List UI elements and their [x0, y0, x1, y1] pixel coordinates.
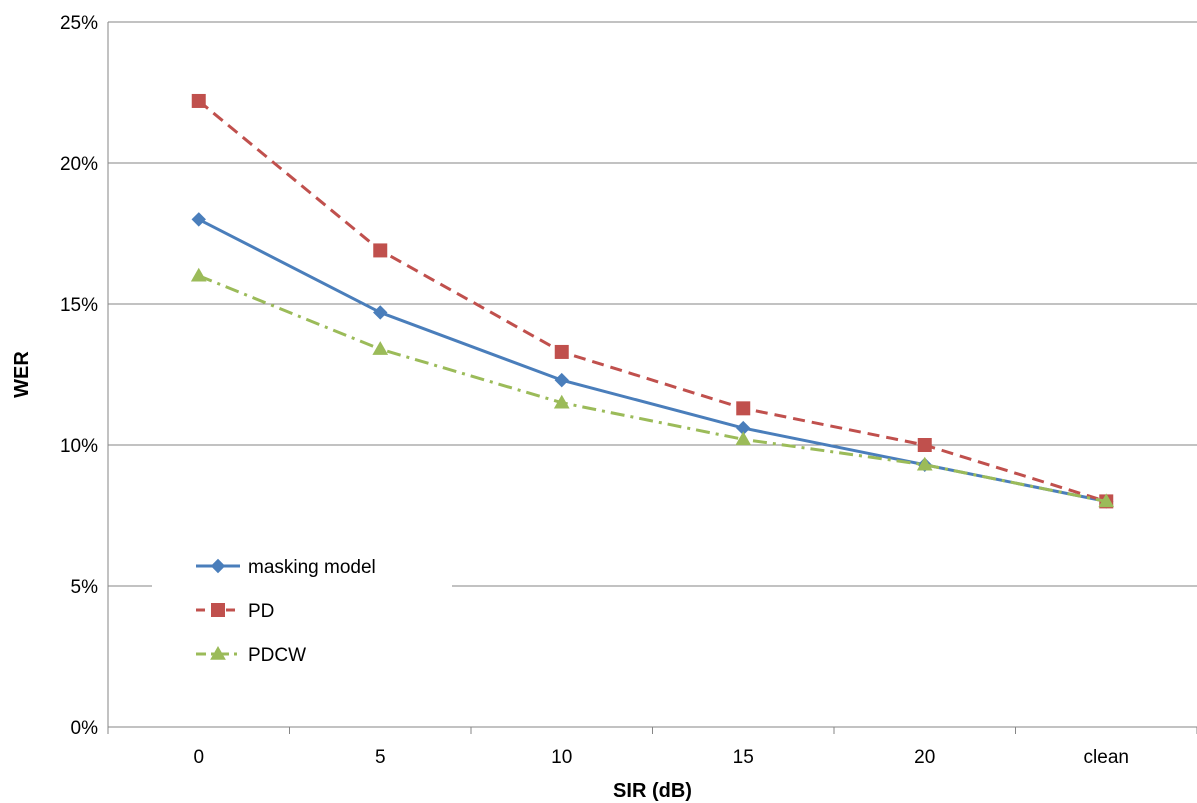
legend-label-pdcw: PDCW — [248, 645, 306, 666]
series-group — [190, 93, 1115, 509]
y-tick-label: 5% — [71, 577, 99, 598]
data-point-pdcw — [190, 267, 207, 282]
data-point-pdcw — [735, 431, 752, 446]
legend: masking model PD PDCW — [152, 540, 452, 676]
series-line-pd — [197, 99, 1107, 503]
data-point-pd — [554, 344, 569, 359]
data-point-masking-model — [373, 305, 388, 320]
data-point-masking-model — [554, 372, 569, 388]
data-point-pdcw — [553, 394, 570, 409]
legend-label-masking-model: masking model — [248, 557, 376, 578]
grid — [108, 21, 1197, 587]
data-point-masking-model — [191, 212, 206, 227]
legend-marker-masking-model — [210, 558, 226, 574]
legend-label-pd: PD — [248, 601, 274, 622]
data-point-pdcw — [916, 456, 933, 471]
x-tick-label: 20 — [914, 747, 935, 768]
y-tick-label: 15% — [60, 295, 98, 316]
x-tick-label: 10 — [551, 747, 572, 768]
x-tick-label: clean — [1084, 747, 1129, 768]
data-point-pdcw — [1098, 493, 1115, 508]
data-point-pdcw — [372, 341, 389, 355]
y-axis-title: WER — [11, 351, 33, 398]
x-tick-label: 0 — [193, 747, 204, 768]
legend-marker-pd — [211, 603, 225, 617]
series-pd — [191, 93, 1114, 509]
data-point-pd — [917, 438, 932, 452]
y-tick-label: 20% — [60, 154, 98, 175]
x-tick-label: 15 — [733, 747, 754, 768]
series-line-pdcw — [198, 274, 1107, 503]
x-tick-label: 5 — [375, 747, 386, 768]
data-point-pd — [373, 243, 388, 258]
legend-marker-pdcw — [210, 645, 226, 660]
y-tick-label: 25% — [60, 13, 98, 34]
series-masking-model — [191, 212, 1114, 509]
x-axis-title: SIR (dB) — [613, 780, 692, 802]
axes: 0% 5% 10% 15% 20% 25% 0 5 10 15 20 clean — [60, 13, 1197, 768]
data-point-pd — [191, 93, 206, 108]
series-pdcw — [190, 267, 1115, 508]
y-tick-label: 0% — [71, 718, 99, 739]
y-tick-label: 10% — [60, 436, 98, 457]
data-point-pd — [736, 401, 751, 416]
